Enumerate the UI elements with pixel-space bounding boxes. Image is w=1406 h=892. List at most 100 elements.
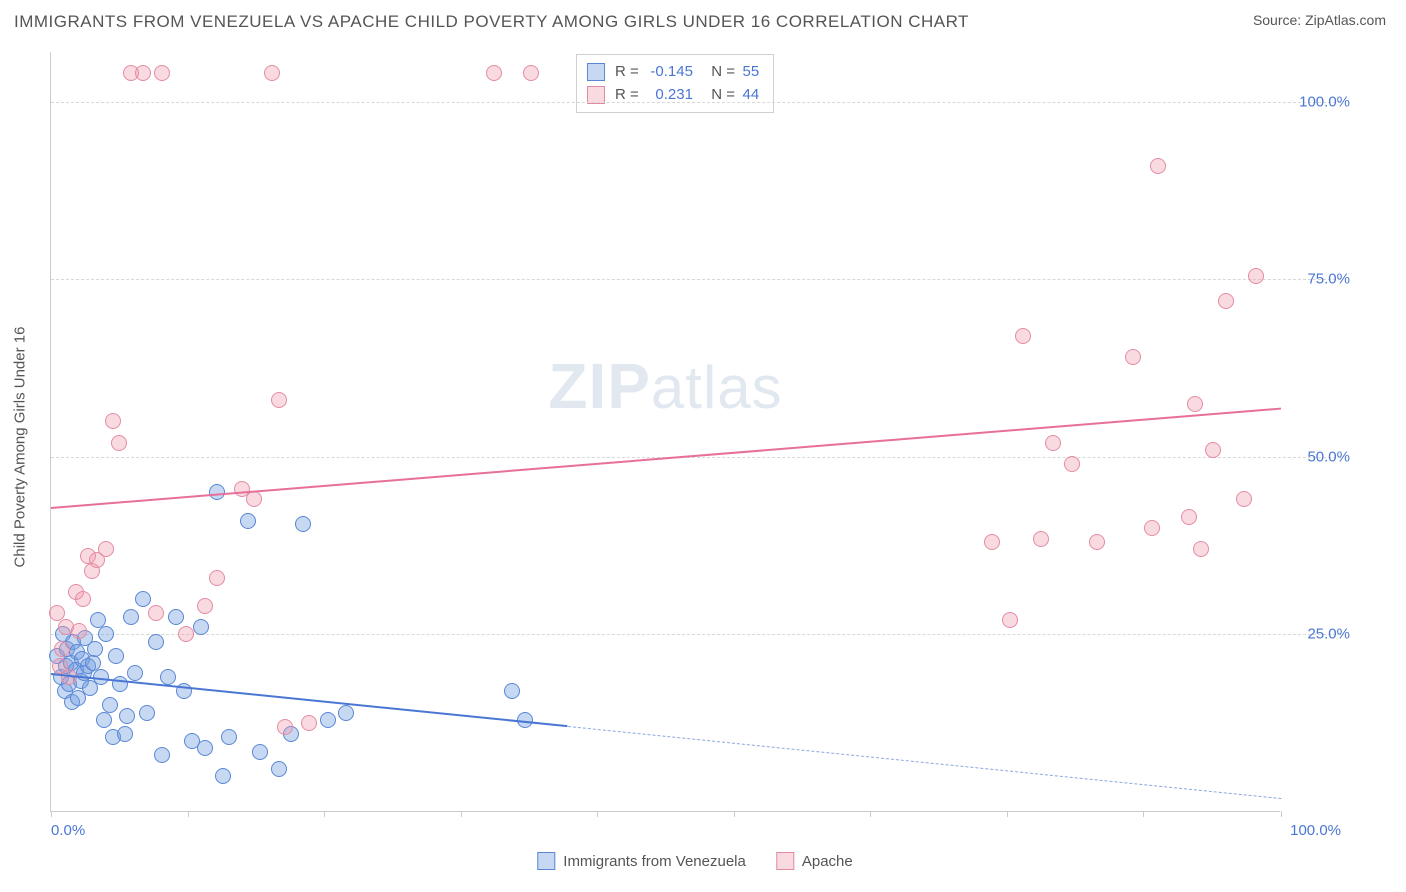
data-point [71, 623, 87, 639]
data-point [295, 516, 311, 532]
data-point [1248, 268, 1264, 284]
data-point [277, 719, 293, 735]
legend-item-pink: Apache [776, 852, 853, 870]
data-point [1033, 531, 1049, 547]
data-point [984, 534, 1000, 550]
data-point [102, 697, 118, 713]
data-point [75, 591, 91, 607]
data-point [96, 712, 112, 728]
data-point [1015, 328, 1031, 344]
data-point [1236, 491, 1252, 507]
data-point [193, 619, 209, 635]
data-point [264, 65, 280, 81]
data-point [252, 744, 268, 760]
data-point [240, 513, 256, 529]
data-point [523, 65, 539, 81]
correlation-chart: Child Poverty Among Girls Under 16 ZIPat… [50, 52, 1340, 842]
gridline [51, 457, 1341, 458]
gridline [51, 279, 1341, 280]
data-point [135, 65, 151, 81]
swatch-blue-icon [537, 852, 555, 870]
stats-row-blue: R = -0.145 N = 55 [587, 61, 759, 84]
source-label: Source: ZipAtlas.com [1253, 12, 1386, 28]
trend-line [568, 726, 1281, 799]
legend-label-blue: Immigrants from Venezuela [563, 853, 746, 870]
plot-area: ZIPatlas R = -0.145 N = 55 R = 0.231 N =… [50, 52, 1280, 812]
y-tick-label: 50.0% [1290, 448, 1350, 465]
x-tick [324, 811, 325, 817]
x-tick [734, 811, 735, 817]
x-tick [461, 811, 462, 817]
swatch-pink-icon [776, 852, 794, 870]
x-tick [870, 811, 871, 817]
data-point [271, 761, 287, 777]
data-point [1193, 541, 1209, 557]
x-tick-label: 0.0% [51, 822, 85, 839]
data-point [98, 626, 114, 642]
data-point [1187, 396, 1203, 412]
data-point [1181, 509, 1197, 525]
x-tick [1281, 811, 1282, 817]
r-value-blue: -0.145 [643, 61, 693, 84]
legend-item-blue: Immigrants from Venezuela [537, 852, 746, 870]
data-point [221, 729, 237, 745]
data-point [1045, 435, 1061, 451]
data-point [338, 705, 354, 721]
data-point [197, 740, 213, 756]
data-point [486, 65, 502, 81]
data-point [1144, 520, 1160, 536]
y-tick-label: 100.0% [1290, 93, 1350, 110]
data-point [209, 570, 225, 586]
data-point [105, 413, 121, 429]
watermark: ZIPatlas [548, 349, 782, 423]
swatch-blue-icon [587, 63, 605, 81]
data-point [98, 541, 114, 557]
data-point [1150, 158, 1166, 174]
legend-label-pink: Apache [802, 853, 853, 870]
y-axis-label: Child Poverty Among Girls Under 16 [12, 327, 29, 568]
data-point [1064, 456, 1080, 472]
data-point [117, 726, 133, 742]
data-point [215, 768, 231, 784]
data-point [135, 591, 151, 607]
data-point [246, 491, 262, 507]
x-tick-label: 100.0% [1290, 822, 1341, 839]
n-value-blue: 55 [739, 61, 759, 84]
gridline [51, 634, 1341, 635]
gridline [51, 102, 1341, 103]
data-point [504, 683, 520, 699]
data-point [271, 392, 287, 408]
chart-title: IMMIGRANTS FROM VENEZUELA VS APACHE CHIL… [14, 12, 969, 32]
data-point [168, 609, 184, 625]
data-point [108, 648, 124, 664]
data-point [301, 715, 317, 731]
data-point [1002, 612, 1018, 628]
data-point [1125, 349, 1141, 365]
y-tick-label: 75.0% [1290, 271, 1350, 288]
data-point [148, 634, 164, 650]
data-point [197, 598, 213, 614]
x-tick [51, 811, 52, 817]
data-point [87, 641, 103, 657]
data-point [154, 747, 170, 763]
data-point [1218, 293, 1234, 309]
data-point [127, 665, 143, 681]
data-point [160, 669, 176, 685]
x-tick [1143, 811, 1144, 817]
data-point [1089, 534, 1105, 550]
series-legend: Immigrants from Venezuela Apache [537, 852, 852, 870]
x-tick [597, 811, 598, 817]
data-point [119, 708, 135, 724]
y-tick-label: 25.0% [1290, 626, 1350, 643]
data-point [178, 626, 194, 642]
x-tick [1007, 811, 1008, 817]
x-tick [188, 811, 189, 817]
data-point [111, 435, 127, 451]
stats-legend: R = -0.145 N = 55 R = 0.231 N = 44 [576, 54, 774, 113]
data-point [54, 641, 70, 657]
data-point [148, 605, 164, 621]
data-point [1205, 442, 1221, 458]
data-point [123, 609, 139, 625]
data-point [154, 65, 170, 81]
data-point [139, 705, 155, 721]
